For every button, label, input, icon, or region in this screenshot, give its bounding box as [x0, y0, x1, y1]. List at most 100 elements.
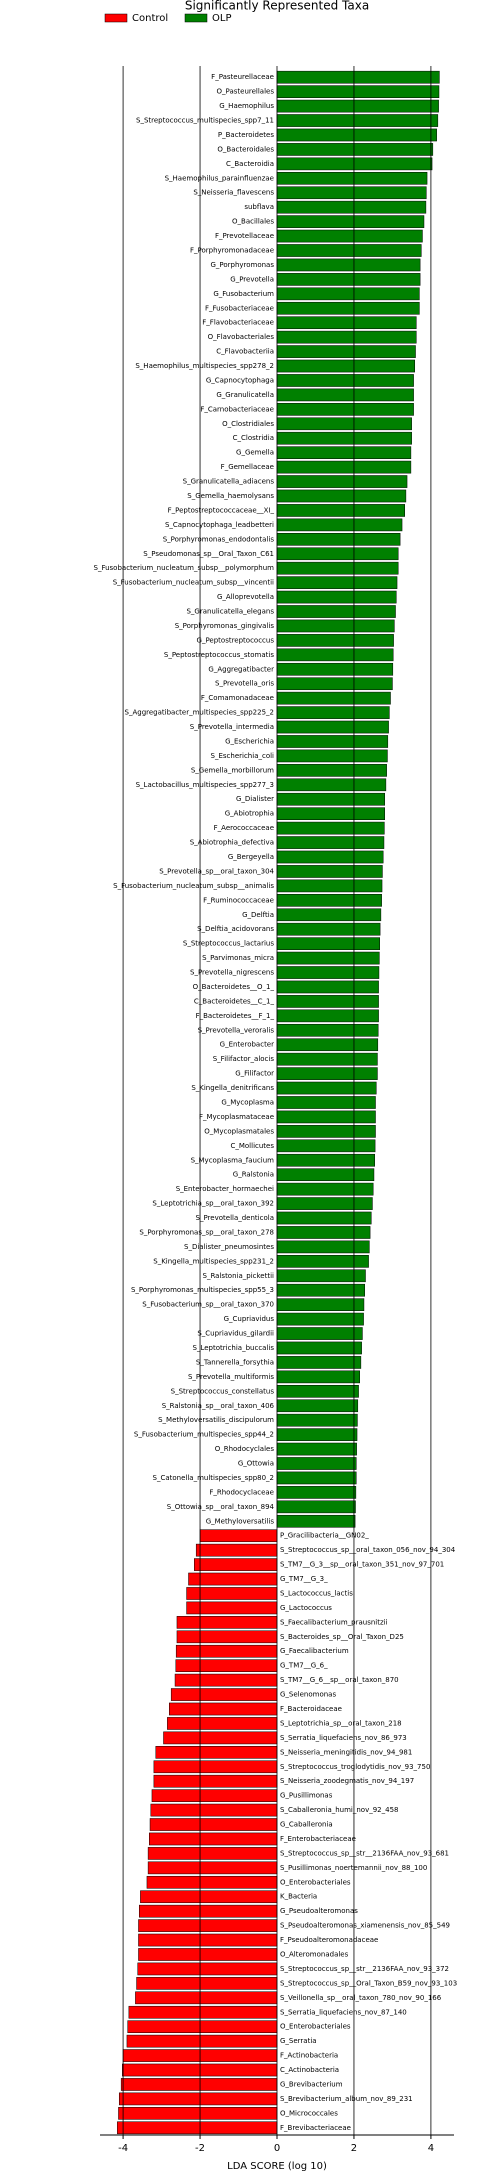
- bar-label: G_Caballeronia: [280, 1821, 333, 1829]
- bar-label: S_Porphyromonas_gingivalis: [175, 622, 275, 630]
- bar: [276, 431, 412, 445]
- legend-swatch: [184, 13, 208, 23]
- bar: [276, 836, 385, 849]
- bar: [276, 922, 381, 936]
- bar-label: F_Peptostreptococcaceae__XI_: [168, 506, 275, 514]
- bar: [276, 1341, 362, 1355]
- bar: [276, 1139, 376, 1153]
- bar-label: S_Streptococcus_sp__str__2136FAA_nov_93_…: [280, 1965, 449, 1973]
- bar-label: G_Bergeyella: [228, 853, 274, 861]
- bar: [136, 1977, 278, 1990]
- bar: [276, 1399, 359, 1413]
- bar-label: S_Veillonella_sp__oral_taxon_780_nov_90_…: [280, 1994, 442, 2002]
- bar-label: O_Bacillales: [232, 218, 274, 226]
- bar-label: S_Pseudomonas_sp__Oral_Taxon_C61: [143, 550, 274, 558]
- bar-label: S_Porphyromonas_endodontalis: [163, 535, 275, 543]
- bar: [276, 648, 394, 662]
- bar-label: S_Gemella_haemolysans: [187, 492, 274, 500]
- bar-label: G_Porphyromonas: [210, 261, 274, 269]
- bar: [276, 677, 393, 691]
- bar-label: F_Porphyromonadaceae: [190, 247, 274, 255]
- bar-label: S_Delftia_acidovorans: [197, 925, 274, 933]
- bar-label: S_Streptococcus_multispecies_spp7_11: [136, 117, 274, 125]
- bar-label: C_Bacteroidia: [226, 160, 274, 168]
- bar-label: S_Neisseria_flavescens: [193, 189, 274, 197]
- bar-label: F_Enterobacteriaceae: [280, 1835, 356, 1843]
- bar: [149, 1818, 278, 1831]
- bar: [175, 1644, 278, 1658]
- bar-label: S_TM7__G_6__sp__oral_taxon_870: [280, 1676, 399, 1684]
- bar: [276, 99, 439, 113]
- bar-label: F_Comamonadaceae: [201, 694, 274, 702]
- bar-label: S_Prevotella_nigrescens: [190, 969, 274, 977]
- bar: [140, 1890, 278, 1904]
- bar-label: S_Haemophilus_parainfluenzae: [165, 174, 274, 182]
- bar-label: S_Abiotrophia_defectiva: [190, 839, 274, 847]
- bar-label: O_Flavobacteriales: [208, 333, 275, 341]
- chart-title: Significantly Represented Taxa: [185, 0, 369, 13]
- bar: [276, 1312, 364, 1326]
- bar-label: G_Serratia: [280, 2037, 317, 2045]
- bar: [276, 128, 437, 142]
- bar-label: G_TM7__G_3_: [280, 1575, 328, 1583]
- bar: [276, 171, 428, 185]
- bar: [276, 1023, 379, 1037]
- bar: [276, 1096, 376, 1109]
- bar-label: S_Leptotrichia_sp__oral_taxon_218: [280, 1719, 402, 1727]
- bar: [170, 1688, 278, 1701]
- bar: [276, 287, 420, 301]
- bar: [276, 1500, 356, 1514]
- bar-label: S_Haemophilus_multispecies_spp278_2: [135, 362, 274, 370]
- bar: [276, 865, 383, 878]
- bar-label: S_Leptotrichia_sp__oral_taxon_392: [152, 1200, 274, 1208]
- bar: [188, 1572, 278, 1586]
- x-axis-label: LDA SCORE (log 10): [227, 2161, 327, 2172]
- bar: [118, 2107, 278, 2120]
- bar: [276, 1153, 375, 1167]
- bar-label: K_Bacteria: [280, 1893, 317, 1901]
- bar: [135, 1991, 278, 2005]
- bar: [163, 1731, 278, 1745]
- bar: [276, 691, 391, 705]
- bar-label: F_Bacteroidaceae: [280, 1705, 342, 1713]
- x-tick-label: 2: [351, 2143, 357, 2154]
- bar: [174, 1673, 278, 1687]
- bar-label: S_Fusobacterium_nucleatum_subsp__polymor…: [94, 564, 275, 572]
- bar: [276, 937, 380, 950]
- bar-label: S_Streptococcus_sp__str__2136FAA_nov_93_…: [280, 1849, 449, 1857]
- bar-label: S_Gemella_morbillorum: [191, 766, 274, 774]
- bar-label: S_Bacteroides_sp__Oral_Taxon_D25: [280, 1633, 404, 1641]
- bar: [276, 403, 414, 416]
- bar: [276, 706, 390, 719]
- bar: [276, 590, 397, 604]
- bar-label: S_Streptococcus_constellatus: [171, 1387, 275, 1395]
- bar: [276, 1384, 359, 1398]
- bar: [276, 1211, 372, 1225]
- bar-label: G_Filifactor: [235, 1070, 274, 1078]
- bar-label: G_Faecalibacterium: [280, 1647, 349, 1655]
- bar: [147, 1861, 278, 1875]
- bar: [276, 1327, 363, 1340]
- bar-label: P_Bacteroidetes: [218, 131, 274, 139]
- bar-label: G_Pseudoalteromonas: [280, 1907, 358, 1915]
- bar: [276, 460, 412, 474]
- bar-label: G_Peptostreptococcus: [197, 636, 275, 644]
- bar-label: F_Rhodocyclaceae: [209, 1488, 274, 1496]
- bar: [276, 1081, 377, 1095]
- bar: [276, 417, 412, 431]
- bar-label: G_Escherichia: [225, 737, 274, 745]
- bar-label: C_Bacteroidetes__C_1_: [194, 997, 275, 1005]
- bar: [276, 908, 382, 922]
- bar: [276, 1168, 375, 1182]
- bar: [120, 2078, 278, 2091]
- bar: [276, 475, 408, 488]
- bar-label: S_Prevotella_veroralis: [198, 1026, 275, 1034]
- bar: [176, 1616, 278, 1629]
- bar: [276, 879, 383, 893]
- bar-label: G_Delftia: [242, 911, 274, 919]
- bar-label: S_Prevotella_sp__oral_taxon_304: [159, 867, 274, 875]
- bar: [276, 504, 405, 517]
- bar-label: S_Granulicatella_adiacens: [183, 478, 275, 486]
- bar: [276, 735, 389, 748]
